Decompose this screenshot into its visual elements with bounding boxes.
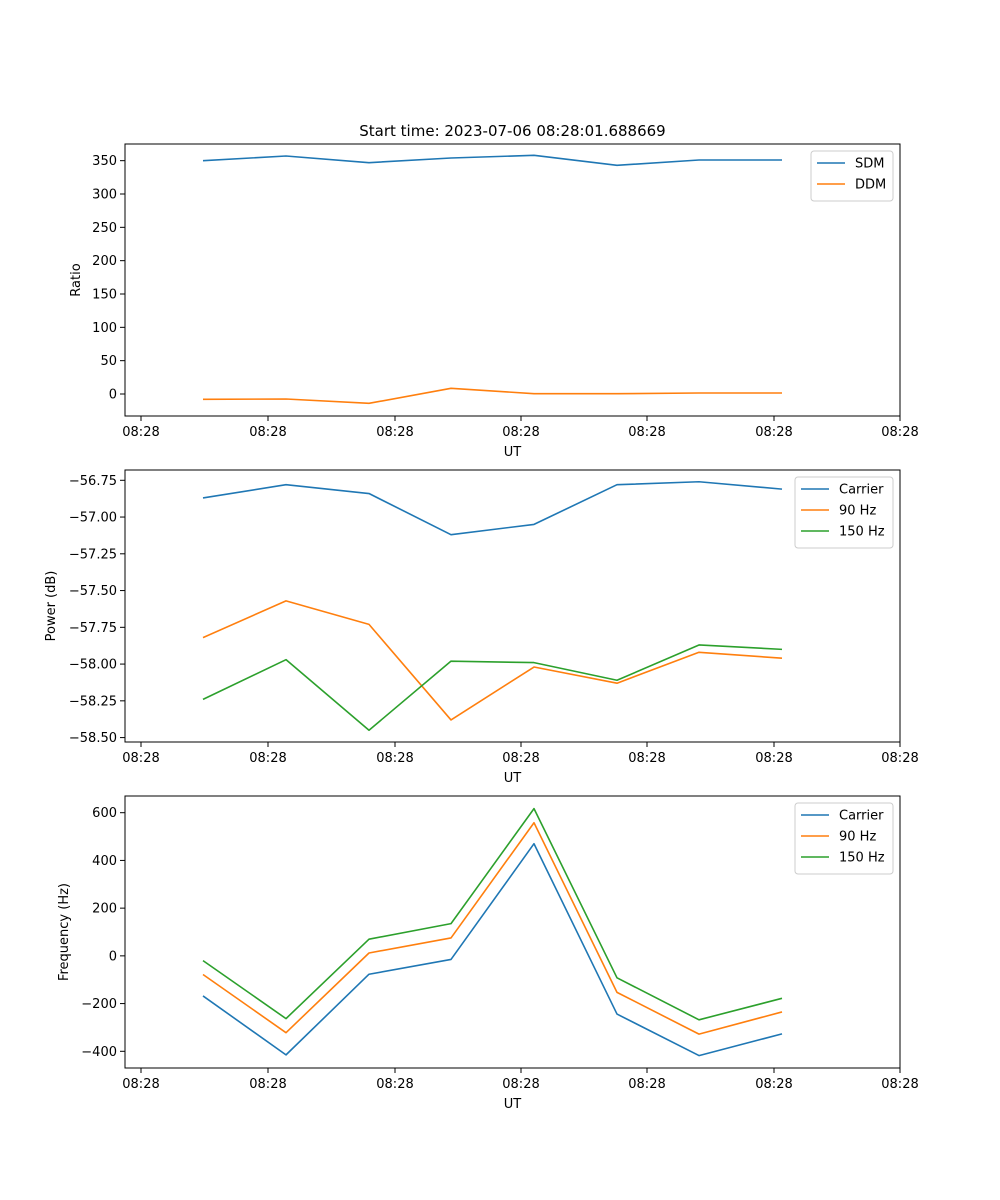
x-tick-label: 08:28 xyxy=(881,425,918,440)
series-line-ddm xyxy=(202,387,782,405)
series-line-150-hz xyxy=(202,644,783,732)
x-tick-label: 08:28 xyxy=(755,425,792,440)
legend-entry: Carrier xyxy=(839,809,884,824)
chart-title: Start time: 2023-07-06 08:28:01.688669 xyxy=(359,122,665,140)
series-line-carrier xyxy=(202,480,783,536)
legend-entry: 150 Hz xyxy=(839,525,885,540)
y-axis-label: Frequency (Hz) xyxy=(57,883,72,981)
subplot-2: 08:28 08:28 08:28 08:28 08:28 08:28 08:28 −58.5… xyxy=(44,469,919,786)
x-tick-label: 08:28 xyxy=(122,1077,159,1092)
series-line-sdm xyxy=(202,154,782,167)
y-tick-label: −57.00 xyxy=(69,511,117,526)
legend-entry: 90 Hz xyxy=(839,830,876,845)
x-tick-label: 08:28 xyxy=(376,425,413,440)
legend: SDM DDM xyxy=(810,150,894,202)
legend-entry: DDM xyxy=(855,178,886,193)
y-tick-label: 250 xyxy=(92,221,117,236)
y-tick-label: −58.00 xyxy=(69,658,117,673)
legend: Carrier 90 Hz 150 Hz xyxy=(794,802,894,875)
y-tick-label: −57.75 xyxy=(69,621,117,636)
y-tick-label: 400 xyxy=(92,854,117,869)
legend-entry: 150 Hz xyxy=(839,851,885,866)
axes-frame xyxy=(124,143,901,417)
legend: Carrier 90 Hz 150 Hz xyxy=(794,476,894,549)
axes-frame xyxy=(124,469,901,743)
x-tick-label: 08:28 xyxy=(376,1077,413,1092)
axes-frame xyxy=(124,795,901,1069)
x-tick-label: 08:28 xyxy=(881,751,918,766)
x-tick-label: 08:28 xyxy=(122,425,159,440)
series-line-90-hz xyxy=(202,821,783,1035)
y-tick-label: 600 xyxy=(92,806,117,821)
subplot-1: 08:28 08:28 08:28 08:28 08:28 08:28 08:28 0 50 10… xyxy=(69,122,919,460)
y-tick-label: −57.50 xyxy=(69,584,117,599)
y-tick-label: 100 xyxy=(92,321,117,336)
x-tick-label: 08:28 xyxy=(502,1077,539,1092)
y-tick-label: −58.25 xyxy=(69,694,117,709)
y-tick-label: −56.75 xyxy=(69,474,117,489)
y-tick-label: 150 xyxy=(92,288,117,303)
x-tick-label: 08:28 xyxy=(122,751,159,766)
x-tick-label: 08:28 xyxy=(755,1077,792,1092)
y-tick-label: −57.25 xyxy=(69,547,117,562)
y-axis-label: Power (dB) xyxy=(44,571,59,642)
x-tick-label: 08:28 xyxy=(628,1077,665,1092)
x-tick-label: 08:28 xyxy=(628,425,665,440)
x-tick-label: 08:28 xyxy=(755,751,792,766)
y-tick-label: 350 xyxy=(92,154,117,169)
y-tick-label: −200 xyxy=(81,997,117,1012)
y-tick-label: −58.50 xyxy=(69,731,117,746)
legend-entry: SDM xyxy=(855,157,884,172)
x-tick-label: 08:28 xyxy=(502,751,539,766)
x-tick-label: 08:28 xyxy=(249,1077,286,1092)
x-tick-label: 08:28 xyxy=(502,425,539,440)
x-tick-label: 08:28 xyxy=(881,1077,918,1092)
x-tick-label: 08:28 xyxy=(249,425,286,440)
x-tick-label: 08:28 xyxy=(249,751,286,766)
y-tick-label: 200 xyxy=(92,254,117,269)
subplot-3: 08:28 08:28 08:28 08:28 08:28 08:28 08:28 −400 −… xyxy=(57,795,919,1112)
series-line-90-hz xyxy=(202,600,783,721)
y-tick-label: −400 xyxy=(81,1045,117,1060)
x-axis-label: UT xyxy=(504,771,522,786)
x-tick-label: 08:28 xyxy=(376,751,413,766)
y-tick-label: 0 xyxy=(109,949,117,964)
x-axis-label: UT xyxy=(504,445,522,460)
y-tick-label: 300 xyxy=(92,188,117,203)
x-tick-label: 08:28 xyxy=(628,751,665,766)
x-axis-label: UT xyxy=(504,1097,522,1112)
y-axis-label: Ratio xyxy=(69,263,84,296)
legend-entry: 90 Hz xyxy=(839,504,876,519)
y-tick-label: 0 xyxy=(109,388,117,403)
series-line-carrier xyxy=(202,842,783,1057)
legend-entry: Carrier xyxy=(839,483,884,498)
series-line-150-hz xyxy=(202,807,783,1021)
y-tick-label: 200 xyxy=(92,902,117,917)
y-tick-label: 50 xyxy=(100,354,117,369)
